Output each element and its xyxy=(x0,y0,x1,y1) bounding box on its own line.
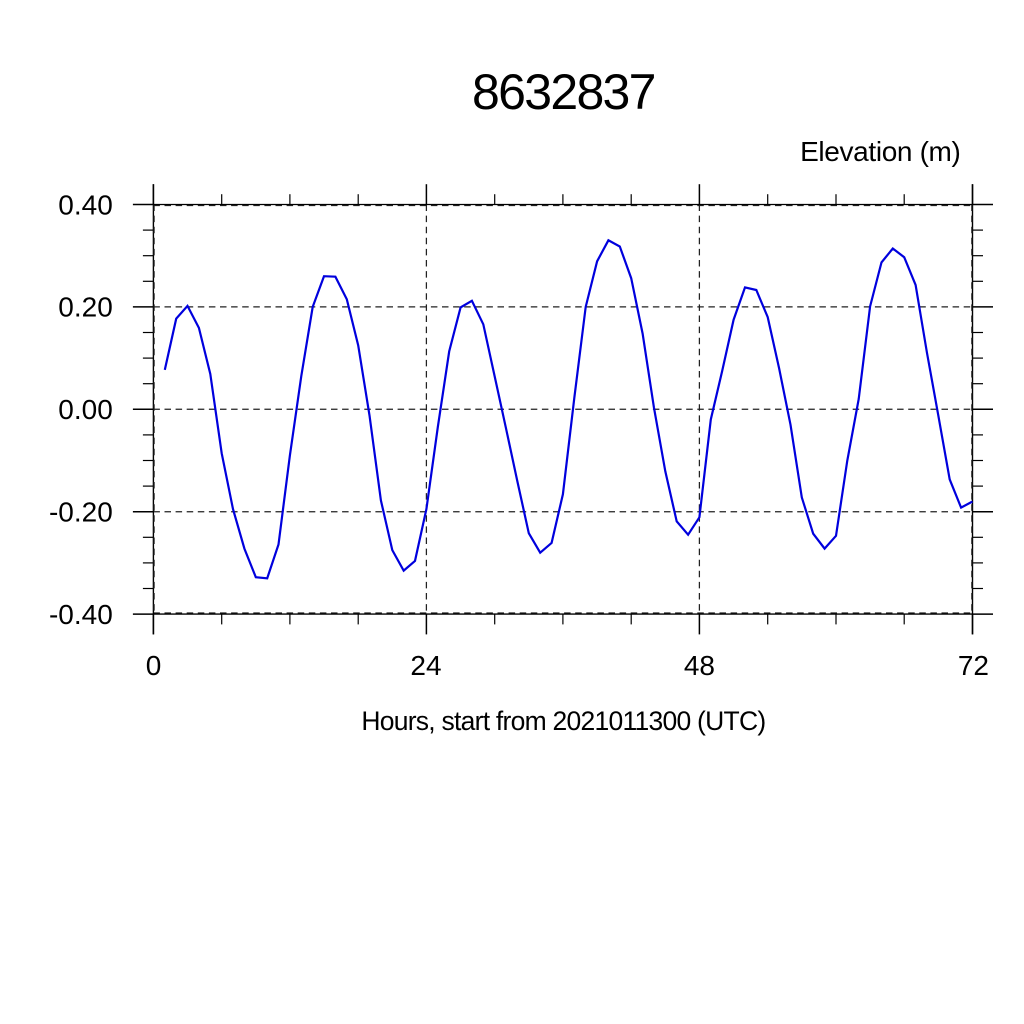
svg-text:0.40: 0.40 xyxy=(58,189,113,220)
svg-text:0.20: 0.20 xyxy=(58,292,113,323)
svg-text:8632837: 8632837 xyxy=(472,64,655,120)
svg-text:24: 24 xyxy=(410,650,441,681)
svg-text:Elevation (m): Elevation (m) xyxy=(800,136,960,167)
svg-text:Hours, start from 2021011300 (: Hours, start from 2021011300 (UTC) xyxy=(361,706,765,736)
svg-text:-0.20: -0.20 xyxy=(49,497,113,528)
svg-text:48: 48 xyxy=(684,650,715,681)
svg-text:0: 0 xyxy=(146,650,162,681)
svg-text:-0.40: -0.40 xyxy=(49,599,113,630)
svg-text:0.00: 0.00 xyxy=(58,394,113,425)
svg-text:72: 72 xyxy=(958,650,989,681)
